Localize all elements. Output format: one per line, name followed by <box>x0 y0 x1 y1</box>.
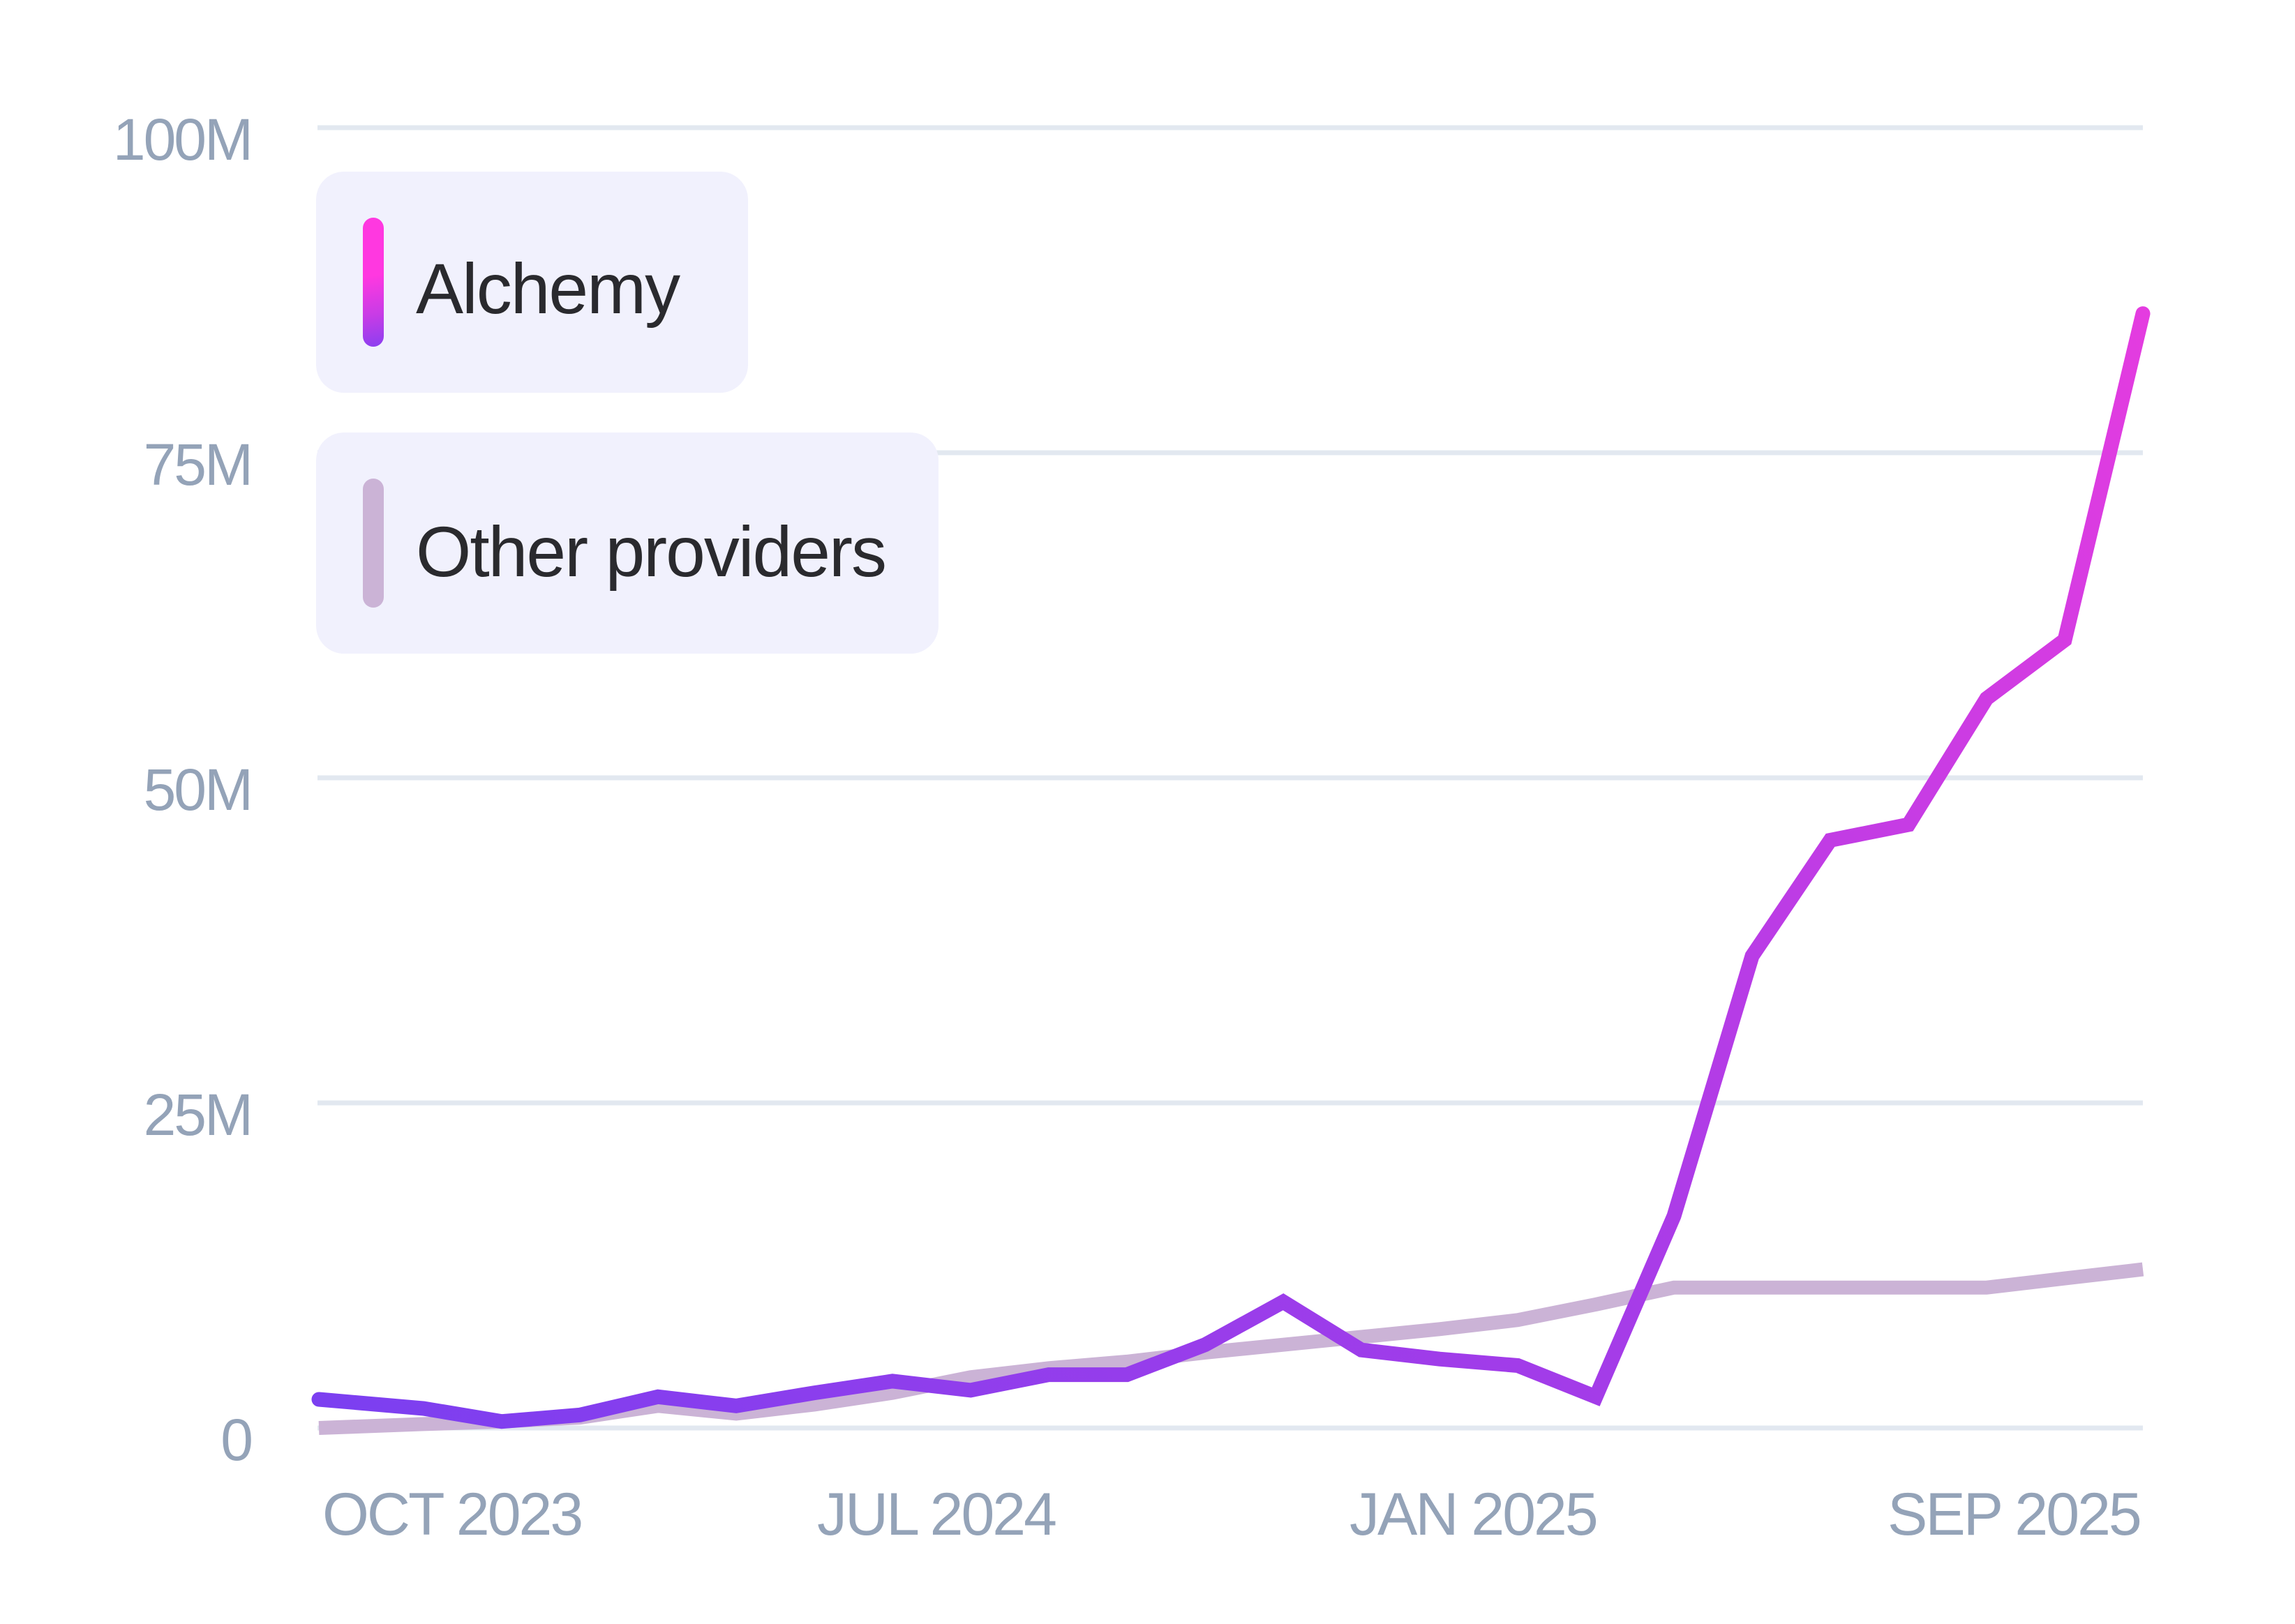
series-line-alchemy <box>311 306 2151 1429</box>
other-providers-marker-icon <box>363 479 384 608</box>
x-axis-label-sep-2025: SEP 2025 <box>1887 1481 2142 1548</box>
y-axis-label-75m: 75M <box>143 432 253 497</box>
series-line-other-providers <box>318 1262 2144 1435</box>
alchemy-gradient-marker-icon <box>363 218 384 347</box>
legend-item-alchemy: Alchemy <box>316 172 748 393</box>
x-axis-label-jan-2025: JAN 2025 <box>1350 1481 1599 1548</box>
x-axis-label-oct-2023: OCT 2023 <box>322 1481 583 1548</box>
legend-item-other-providers: Other providers <box>316 433 939 654</box>
x-axis-label-jul-2024: JUL 2024 <box>817 1481 1057 1548</box>
legend-label-alchemy: Alchemy <box>416 249 680 329</box>
y-axis-label-50m: 50M <box>143 757 253 822</box>
y-axis-label-25m: 25M <box>143 1082 253 1148</box>
y-axis-label-0: 0 <box>220 1407 253 1473</box>
y-axis-label-100m: 100M <box>112 107 253 172</box>
legend-label-other-providers: Other providers <box>416 512 887 592</box>
